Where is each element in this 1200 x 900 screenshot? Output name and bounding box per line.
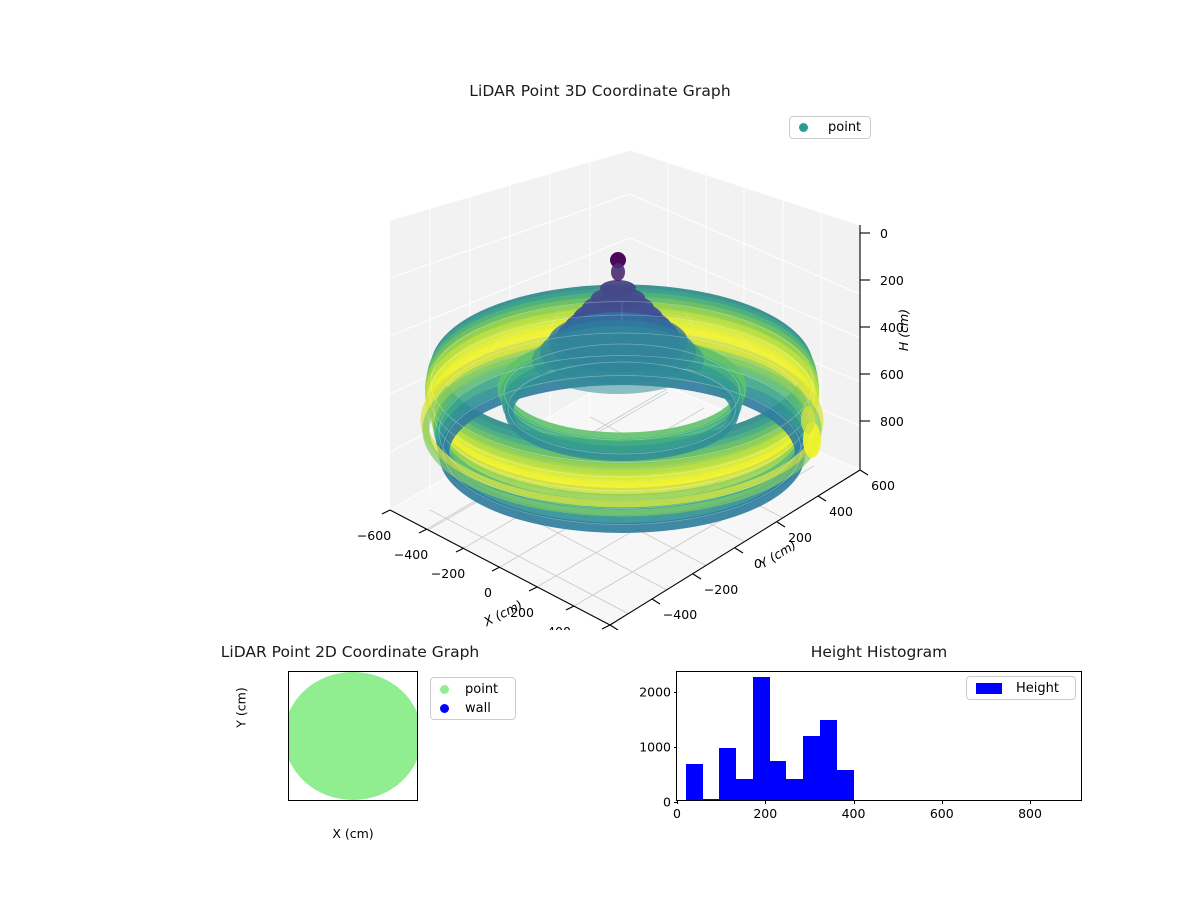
- wall-marker-icon: [440, 703, 449, 713]
- z-axis-ticks-3d: 0 200 400 600 800 H (cm): [860, 226, 911, 429]
- histogram-x-tickmark: [765, 800, 767, 804]
- histogram-bars: [677, 672, 1081, 800]
- legend-label-point-3d: point: [828, 120, 862, 135]
- plot2d-title: LiDAR Point 2D Coordinate Graph: [220, 643, 480, 661]
- x-axis-label-3d: X (cm): [480, 597, 525, 630]
- legend-label-height: Height: [1016, 680, 1059, 696]
- y-tick-6: 600: [871, 478, 895, 493]
- x-tick-5: 400: [547, 624, 571, 630]
- histogram-bar: [836, 770, 854, 800]
- histogram-x-tick-label: 400: [841, 806, 866, 821]
- legend-item-height[interactable]: Height: [967, 677, 1075, 699]
- x-tickmark-2d-2: [401, 800, 402, 801]
- legend-item-point-3d[interactable]: point: [790, 117, 870, 138]
- histogram-y-tickmark: [673, 692, 677, 694]
- y-tickmark-2d-2: [288, 784, 289, 785]
- histogram-x-tickmark: [941, 800, 943, 804]
- cloud-spokes: [489, 302, 756, 353]
- legend-label-point-2d: point: [465, 681, 499, 697]
- height-histogram-axes[interactable]: 0 1000 2000 0 200 400 600 800: [639, 671, 1082, 821]
- histogram-bar: [769, 760, 787, 800]
- y-tick-4: 200: [788, 530, 812, 545]
- y-axis-label-3d: Y (cm): [757, 537, 799, 571]
- z-tick-0: 0: [880, 226, 888, 241]
- lidar-2d-axes[interactable]: 500 0 −500 −500 0 500: [288, 671, 418, 801]
- lidar-3d-axes[interactable]: −600 −400 −200 0 200 400 600 X (cm): [300, 120, 920, 630]
- y-tickmark-2d-0: [288, 689, 289, 690]
- plot3d-legend[interactable]: point: [789, 116, 871, 139]
- z-tick-1: 200: [880, 273, 904, 288]
- histogram-x-tickmark: [853, 800, 855, 804]
- legend-label-wall-2d: wall: [465, 700, 491, 716]
- histogram-y-tick-label: 0: [663, 794, 671, 810]
- histogram-x-tick-label: 600: [929, 806, 954, 821]
- histogram-x-tick-label: 200: [753, 806, 778, 821]
- x-tick-0: −600: [357, 528, 391, 543]
- legend-item-wall-2d[interactable]: wall: [431, 699, 515, 718]
- histogram-bar: [819, 720, 837, 800]
- x-tick-1: −400: [394, 547, 428, 562]
- histogram-bar: [685, 763, 703, 800]
- z-tick-3: 600: [880, 367, 904, 382]
- point-marker-icon: [799, 123, 808, 132]
- z-axis-label-3d: H (cm): [896, 309, 911, 351]
- histogram-y-tick-label: 1000: [639, 739, 671, 755]
- x-tick-3: 0: [484, 585, 492, 600]
- point-cloud-3d: [420, 252, 824, 533]
- histogram-bar: [803, 736, 820, 800]
- histogram-y-tickmark: [673, 802, 677, 804]
- histogram-y-tick-label: 2000: [639, 684, 671, 700]
- y-tick-5: 400: [829, 504, 853, 519]
- histogram-x-tick-label: 800: [1018, 806, 1042, 821]
- height-bar-icon: [976, 682, 1002, 694]
- histogram-x-tickmark: [1030, 800, 1032, 804]
- x-axis-label-2d: X (cm): [332, 826, 374, 841]
- y-tick-2: −200: [704, 582, 738, 597]
- plot3d-canvas: −600 −400 −200 0 200 400 600 X (cm): [357, 149, 911, 630]
- z-tick-2: 400: [880, 320, 904, 335]
- legend-item-point-2d[interactable]: point: [431, 680, 515, 699]
- histogram-bar: [719, 748, 737, 800]
- histogram-bar: [736, 778, 753, 800]
- plot3d-title: LiDAR Point 3D Coordinate Graph: [469, 82, 731, 100]
- y-tickmark-2d-1: [288, 736, 289, 737]
- histogram-x-tickmark: [677, 800, 679, 804]
- histogram-x-tick-label: 0: [673, 806, 681, 821]
- z-tick-4: 800: [880, 414, 904, 429]
- y-tick-1: −400: [663, 607, 697, 622]
- x-tick-4: 200: [510, 605, 534, 620]
- point-marker-icon: [440, 684, 449, 694]
- point-cloud-2d: [289, 672, 417, 800]
- x-tickmark-2d-0: [306, 800, 307, 801]
- histogram-title: Height Histogram: [810, 643, 948, 661]
- y-axis-label-2d: Y (cm): [233, 687, 249, 728]
- histogram-legend[interactable]: Height: [966, 676, 1076, 700]
- histogram-y-tickmark: [673, 747, 677, 749]
- histogram-bar: [752, 677, 770, 800]
- x-tick-2: −200: [431, 566, 465, 581]
- y-tick-3: 0: [754, 556, 762, 571]
- plot2d-legend[interactable]: point wall: [430, 677, 516, 720]
- histogram-bar: [786, 779, 804, 800]
- x-tickmark-2d-1: [354, 800, 355, 801]
- histogram-bar: [702, 798, 720, 800]
